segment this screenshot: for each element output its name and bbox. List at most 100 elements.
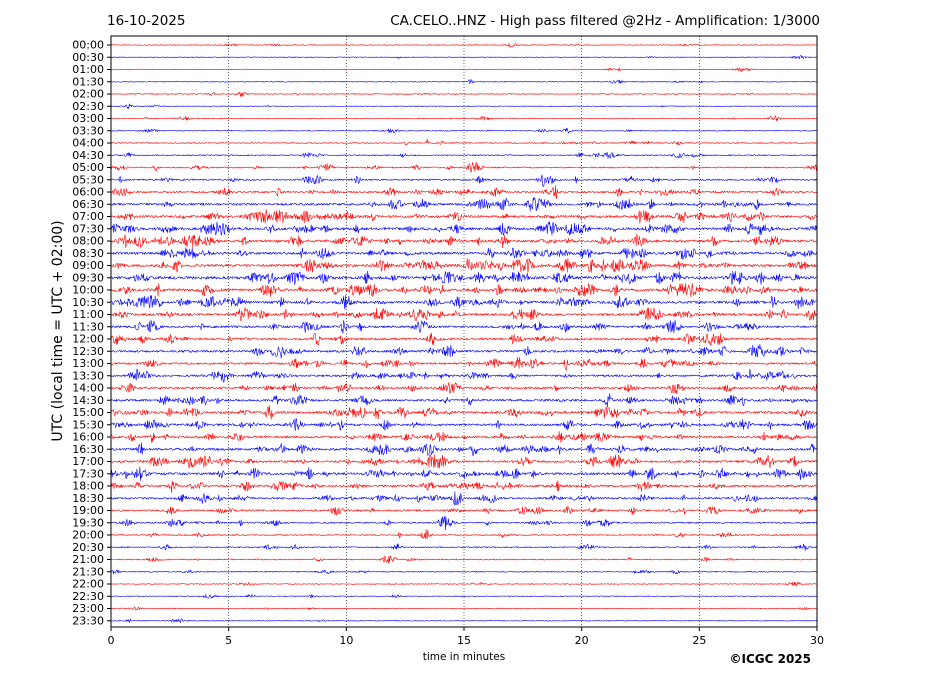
trace-1700 [110, 454, 818, 469]
plot-area [111, 36, 817, 627]
y-tick-label: 12:00 [72, 333, 104, 346]
trace-2300 [110, 606, 818, 611]
x-tick-label: 5 [225, 634, 232, 647]
trace-0400 [110, 138, 818, 146]
trace-0200 [110, 92, 818, 97]
y-tick-label: 11:30 [72, 320, 104, 333]
chart-title: CA.CELO..HNZ - High pass filtered @2Hz -… [390, 13, 820, 29]
trace-1800 [110, 480, 818, 493]
y-tick-label: 20:00 [72, 529, 104, 542]
trace-1730 [110, 466, 818, 481]
trace-0000 [111, 43, 818, 48]
trace-1900 [110, 505, 817, 516]
trace-0600 [110, 185, 818, 200]
x-tick-label: 25 [692, 634, 706, 647]
y-tick-label: 23:30 [72, 614, 104, 627]
y-tick-label: 21:00 [72, 553, 104, 566]
x-tick-label: 15 [457, 634, 471, 647]
trace-1530 [110, 418, 818, 431]
trace-1000 [110, 282, 818, 298]
trace-1500 [110, 405, 818, 420]
y-tick-label: 22:00 [72, 578, 104, 591]
trace-1200 [110, 332, 818, 346]
y-tick-label: 17:00 [72, 455, 104, 468]
x-tick-label: 0 [108, 634, 115, 647]
y-tick-label: 02:30 [72, 100, 104, 113]
y-tick-label: 06:30 [72, 198, 104, 211]
y-tick-label: 22:30 [72, 590, 104, 603]
y-tick-label: 08:00 [72, 235, 104, 248]
y-tick-label: 21:30 [72, 565, 104, 578]
y-tick-label: 03:30 [72, 124, 104, 137]
trace-0700 [110, 209, 818, 224]
trace-0130 [110, 79, 818, 84]
trace-2130 [110, 569, 818, 575]
trace-0500 [110, 161, 818, 173]
trace-2100 [111, 555, 818, 564]
x-tick-label: 10 [339, 634, 353, 647]
trace-2030 [110, 543, 818, 551]
y-tick-label: 00:00 [72, 39, 104, 52]
trace-1330 [110, 368, 818, 383]
trace-0830 [110, 247, 818, 260]
trace-1230 [110, 344, 818, 359]
y-tick-label: 09:30 [72, 271, 104, 284]
y-axis-label: UTC (local time = UTC + 02:00) [50, 220, 66, 441]
y-tick-label: 05:00 [72, 161, 104, 174]
y-tick-label: 02:00 [72, 88, 104, 101]
trace-0230 [110, 103, 817, 109]
y-tick-label: 09:00 [72, 259, 104, 272]
trace-2000 [110, 529, 818, 540]
y-tick-label: 01:30 [72, 75, 104, 88]
x-tick-labels: 0 5 10 15 20 25 30 [108, 627, 824, 647]
trace-1930 [110, 515, 818, 530]
y-tick-label: 03:00 [72, 112, 104, 125]
trace-1600 [110, 431, 818, 443]
y-tick-label: 04:00 [72, 137, 104, 150]
x-tick-label: 20 [575, 634, 589, 647]
y-tick-label: 15:00 [72, 406, 104, 419]
seismic-traces [110, 43, 818, 623]
trace-1400 [110, 382, 818, 395]
trace-0800 [110, 233, 818, 249]
y-tick-label: 04:30 [72, 149, 104, 162]
y-tick-label: 19:00 [72, 504, 104, 517]
trace-0330 [110, 127, 818, 134]
trace-0300 [110, 115, 818, 122]
y-tick-label: 10:30 [72, 296, 104, 309]
trace-1030 [110, 295, 818, 310]
y-tick-label: 17:30 [72, 467, 104, 480]
x-tick-label: 30 [810, 634, 824, 647]
trace-0030 [110, 55, 818, 60]
y-tick-label: 07:00 [72, 210, 104, 223]
trace-2200 [110, 581, 818, 587]
y-tick-label: 08:30 [72, 247, 104, 260]
y-tick-label: 01:00 [72, 63, 104, 76]
y-tick-label: 19:30 [72, 516, 104, 529]
chart-date: 16-10-2025 [107, 13, 185, 29]
trace-0900 [110, 258, 818, 273]
y-tick-label: 14:30 [72, 394, 104, 407]
y-tick-label: 18:30 [72, 492, 104, 505]
trace-1430 [110, 393, 818, 408]
y-tick-label: 07:30 [72, 222, 104, 235]
y-tick-label: 16:00 [72, 431, 104, 444]
y-tick-label: 05:30 [72, 173, 104, 186]
y-tick-label: 14:00 [72, 382, 104, 395]
y-tick-label: 10:00 [72, 284, 104, 297]
y-tick-label: 13:30 [72, 369, 104, 382]
trace-1300 [111, 356, 818, 371]
y-tick-labels: 00:0000:3001:0001:3002:0002:3003:0003:30… [72, 39, 111, 627]
y-tick-label: 13:00 [72, 357, 104, 370]
y-tick-label: 00:30 [72, 51, 104, 64]
trace-0430 [110, 152, 817, 159]
y-tick-label: 12:30 [72, 345, 104, 358]
y-tick-label: 11:00 [72, 308, 104, 321]
y-tick-label: 18:00 [72, 480, 104, 493]
y-tick-label: 16:30 [72, 443, 104, 456]
trace-0730 [110, 221, 818, 236]
y-tick-label: 20:30 [72, 541, 104, 554]
x-axis-label: time in minutes [423, 651, 505, 663]
trace-2230 [110, 594, 817, 599]
